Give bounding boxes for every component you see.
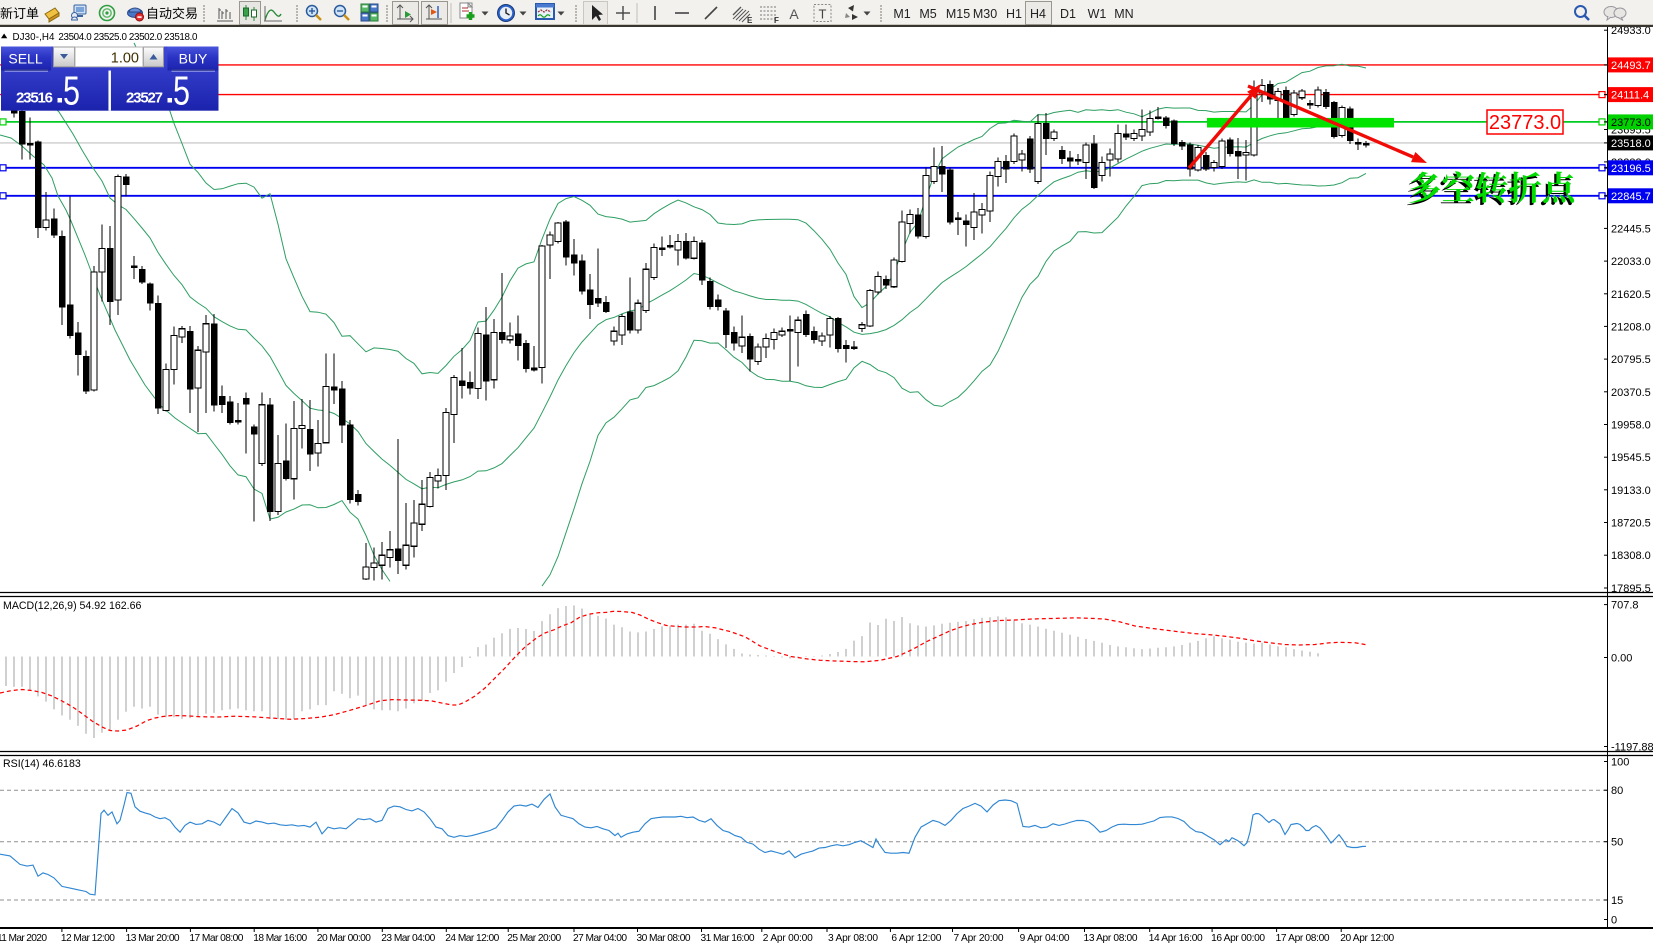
- svg-text:23527: 23527: [126, 90, 163, 107]
- svg-text:BUY: BUY: [179, 51, 208, 67]
- svg-text:M5: M5: [919, 7, 936, 21]
- svg-text:11 Mar 2020: 11 Mar 2020: [0, 933, 47, 944]
- svg-text:20 Apr 12:00: 20 Apr 12:00: [1340, 933, 1394, 944]
- svg-text:M1: M1: [893, 7, 910, 21]
- svg-text:14 Apr 16:00: 14 Apr 16:00: [1149, 933, 1203, 944]
- svg-text:7 Apr 20:00: 7 Apr 20:00: [954, 933, 1004, 944]
- svg-text:22445.5: 22445.5: [1611, 223, 1651, 235]
- svg-text:0: 0: [1611, 915, 1617, 927]
- svg-text:T: T: [819, 7, 827, 22]
- svg-text:80: 80: [1611, 785, 1623, 797]
- svg-text:19133.0: 19133.0: [1611, 485, 1651, 497]
- svg-text:13 Mar 20:00: 13 Mar 20:00: [126, 933, 180, 944]
- svg-text:RSI(14) 46.6183: RSI(14) 46.6183: [3, 758, 81, 770]
- svg-text:23196.5: 23196.5: [1611, 163, 1651, 175]
- svg-text:-1197.88: -1197.88: [1611, 742, 1653, 754]
- svg-text:17895.5: 17895.5: [1611, 583, 1651, 595]
- svg-text:13 Apr 08:00: 13 Apr 08:00: [1084, 933, 1138, 944]
- svg-text:5: 5: [173, 68, 190, 114]
- svg-text:6 Apr 12:00: 6 Apr 12:00: [891, 933, 941, 944]
- svg-text:23 Mar 04:00: 23 Mar 04:00: [381, 933, 435, 944]
- svg-text:50: 50: [1611, 837, 1623, 849]
- svg-text:2 Apr 00:00: 2 Apr 00:00: [763, 933, 813, 944]
- svg-text:31 Mar 16:00: 31 Mar 16:00: [701, 933, 755, 944]
- svg-text:15: 15: [1611, 895, 1623, 907]
- svg-text:W1: W1: [1088, 7, 1107, 21]
- svg-text:24 Mar 12:00: 24 Mar 12:00: [445, 933, 499, 944]
- svg-text:MN: MN: [1114, 7, 1133, 21]
- svg-text:23518.0: 23518.0: [1611, 138, 1651, 150]
- svg-text:M30: M30: [973, 7, 997, 21]
- svg-text:F: F: [774, 16, 779, 25]
- svg-text:DJ30-,H4: DJ30-,H4: [13, 32, 56, 43]
- svg-text:17 Apr 08:00: 17 Apr 08:00: [1276, 933, 1330, 944]
- svg-text:1.00: 1.00: [111, 51, 139, 67]
- svg-text:3 Apr 08:00: 3 Apr 08:00: [828, 933, 878, 944]
- svg-text:23773.0: 23773.0: [1489, 112, 1561, 134]
- svg-text:D1: D1: [1060, 7, 1076, 21]
- svg-text:20795.5: 20795.5: [1611, 354, 1651, 366]
- svg-text:27 Mar 04:00: 27 Mar 04:00: [573, 933, 627, 944]
- svg-text:24493.7: 24493.7: [1611, 60, 1651, 72]
- svg-text:MACD(12,26,9) 54.92 162.66: MACD(12,26,9) 54.92 162.66: [3, 600, 141, 612]
- svg-text:22033.0: 22033.0: [1611, 256, 1651, 268]
- svg-text:24111.4: 24111.4: [1611, 90, 1649, 102]
- svg-text:18 Mar 16:00: 18 Mar 16:00: [253, 933, 307, 944]
- svg-text:25 Mar 20:00: 25 Mar 20:00: [507, 933, 561, 944]
- svg-text:707.8: 707.8: [1611, 600, 1639, 612]
- svg-text:19958.0: 19958.0: [1611, 420, 1651, 432]
- svg-text:20370.5: 20370.5: [1611, 387, 1651, 399]
- svg-text:23773.0: 23773.0: [1611, 117, 1651, 129]
- svg-text:12 Mar 12:00: 12 Mar 12:00: [61, 933, 115, 944]
- svg-text:23516: 23516: [16, 90, 53, 107]
- svg-text:22845.7: 22845.7: [1611, 191, 1651, 203]
- svg-text:21620.5: 21620.5: [1611, 289, 1651, 301]
- svg-text:5: 5: [63, 68, 80, 114]
- svg-text:23504.0 23525.0 23502.0 23518.: 23504.0 23525.0 23502.0 23518.0: [58, 32, 198, 43]
- svg-text:9 Apr 04:00: 9 Apr 04:00: [1020, 933, 1070, 944]
- svg-text:30 Mar 08:00: 30 Mar 08:00: [637, 933, 691, 944]
- svg-text:16 Apr 00:00: 16 Apr 00:00: [1211, 933, 1265, 944]
- svg-text:20 Mar 00:00: 20 Mar 00:00: [317, 933, 371, 944]
- svg-text:19545.5: 19545.5: [1611, 452, 1651, 464]
- svg-text:21208.0: 21208.0: [1611, 321, 1651, 333]
- svg-text:0.00: 0.00: [1611, 653, 1632, 665]
- svg-text:H1: H1: [1006, 7, 1022, 21]
- svg-text:H4: H4: [1030, 7, 1046, 21]
- svg-text:E: E: [747, 16, 753, 25]
- svg-text:18720.5: 18720.5: [1611, 518, 1651, 530]
- svg-text:17 Mar 08:00: 17 Mar 08:00: [189, 933, 243, 944]
- svg-text:18308.0: 18308.0: [1611, 550, 1651, 562]
- svg-text:100: 100: [1611, 757, 1629, 769]
- svg-text:24933.0: 24933.0: [1611, 25, 1651, 37]
- svg-text:A: A: [789, 6, 799, 22]
- svg-text:M15: M15: [946, 7, 970, 21]
- svg-text:SELL: SELL: [8, 51, 42, 67]
